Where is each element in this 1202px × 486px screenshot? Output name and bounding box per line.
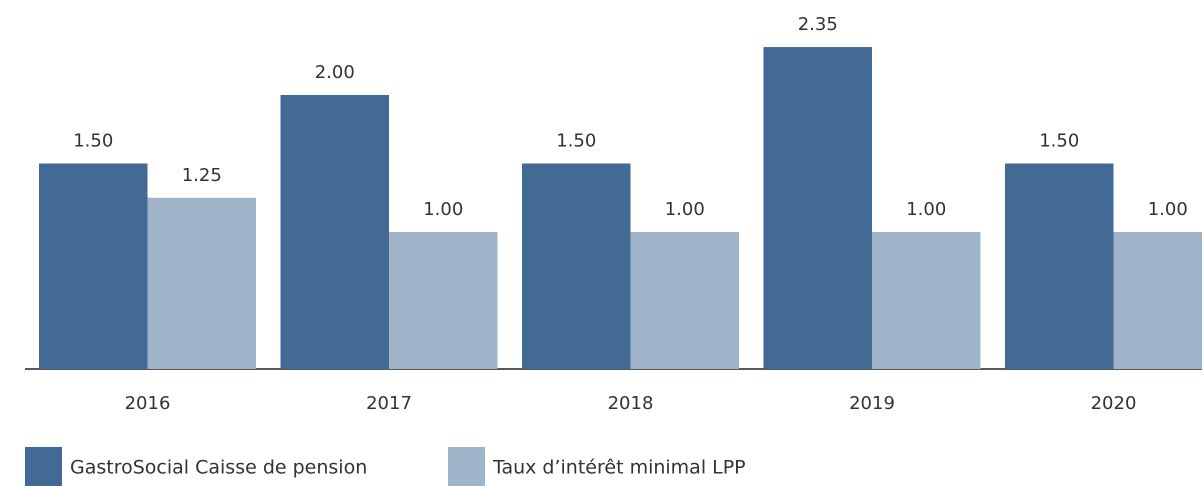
x-tick-label: 2019 <box>849 393 895 414</box>
x-tick-label: 2016 <box>125 393 171 414</box>
bar <box>39 163 148 369</box>
bar <box>522 163 631 369</box>
value-label: 1.00 <box>665 199 705 220</box>
value-label: 1.00 <box>906 199 946 220</box>
legend-label: GastroSocial Caisse de pension <box>70 457 367 479</box>
value-label: 1.00 <box>423 199 463 220</box>
bar <box>1005 163 1114 369</box>
value-label: 1.00 <box>1148 199 1188 220</box>
value-label: 1.50 <box>556 131 596 152</box>
legend-swatch <box>448 447 485 486</box>
legend-label: Taux d’intérêt minimal LPP <box>492 457 746 479</box>
value-label: 1.50 <box>73 131 113 152</box>
bar <box>630 232 739 369</box>
legend-swatch <box>25 447 62 486</box>
value-label: 1.25 <box>182 165 222 186</box>
x-tick-label: 2018 <box>608 393 654 414</box>
value-label: 1.50 <box>1039 131 1079 152</box>
bar <box>280 95 389 369</box>
bar <box>147 197 256 369</box>
bar <box>763 47 872 370</box>
value-label: 2.00 <box>315 62 355 83</box>
bar <box>389 232 498 369</box>
x-tick-label: 2017 <box>366 393 412 414</box>
bar <box>1113 232 1202 369</box>
bar <box>872 232 981 369</box>
value-label: 2.35 <box>798 14 838 35</box>
x-tick-label: 2020 <box>1091 393 1137 414</box>
